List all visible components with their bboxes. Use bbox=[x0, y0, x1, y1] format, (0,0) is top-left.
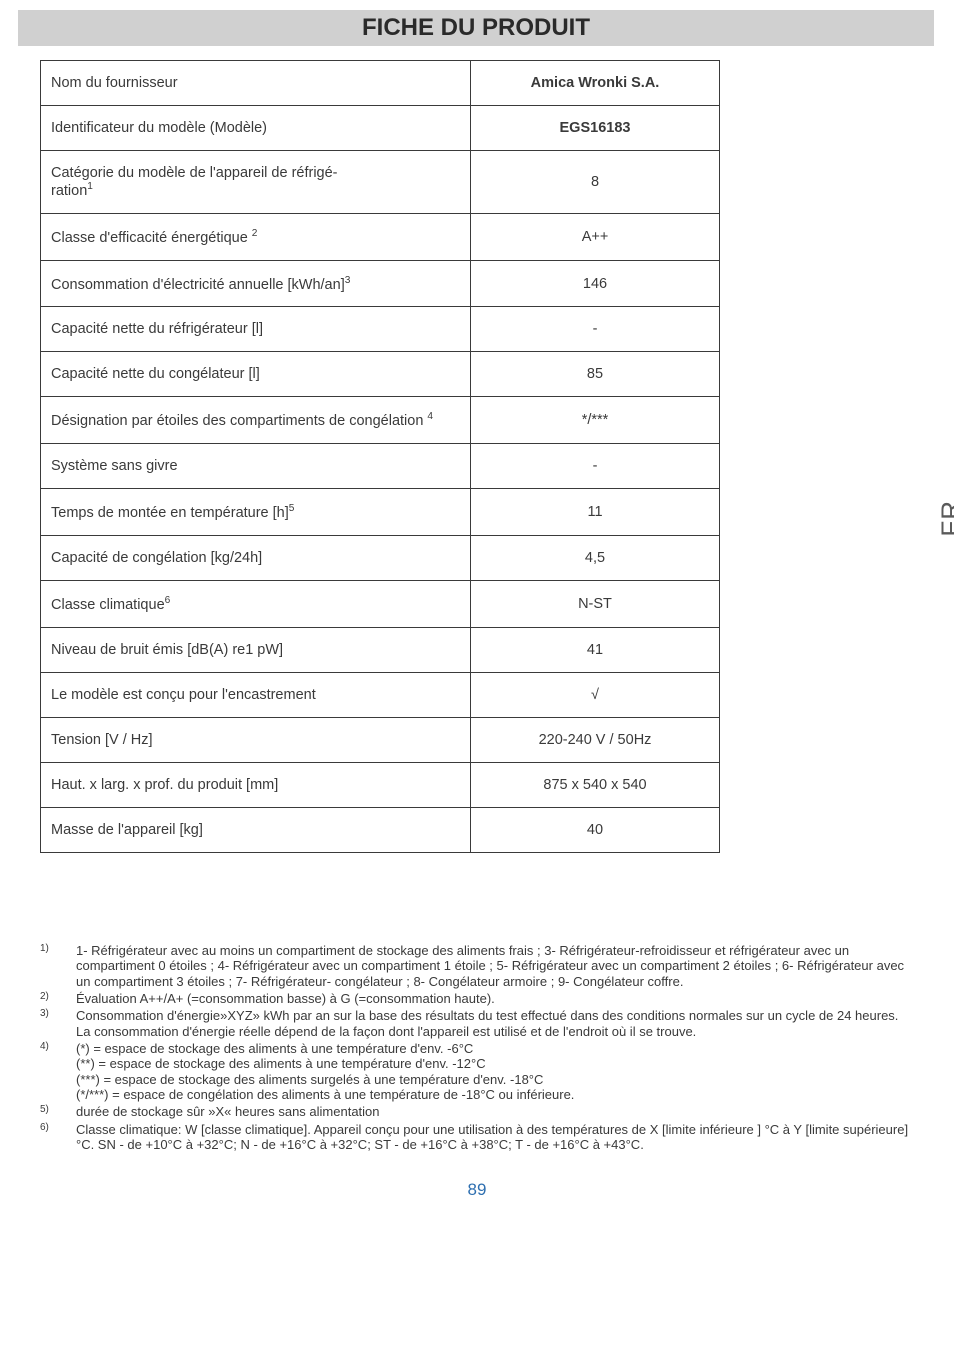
row-label: Le modèle est conçu pour l'encastrement bbox=[41, 672, 471, 717]
row-value: - bbox=[471, 444, 720, 489]
footnote-text: Évaluation A++/A+ (=consommation basse) … bbox=[76, 991, 495, 1006]
table-row: Classe d'efficacité énergétique 2A++ bbox=[41, 213, 720, 260]
row-label: Système sans givre bbox=[41, 444, 471, 489]
row-value: - bbox=[471, 307, 720, 352]
row-label: Désignation par étoiles des compartiment… bbox=[41, 397, 471, 444]
row-value: N-ST bbox=[471, 581, 720, 628]
row-value: 40 bbox=[471, 807, 720, 852]
row-value: 85 bbox=[471, 352, 720, 397]
footnote-number: 3) bbox=[40, 1008, 49, 1020]
footnote-number: 6) bbox=[40, 1122, 49, 1134]
row-value: 4,5 bbox=[471, 536, 720, 581]
footnote-ref: 4 bbox=[427, 411, 433, 422]
table-row: Catégorie du modèle de l'appareil de réf… bbox=[41, 151, 720, 214]
row-label: Nom du fournisseur bbox=[41, 61, 471, 106]
row-label: Capacité nette du congélateur [l] bbox=[41, 352, 471, 397]
spec-table-body: Nom du fournisseurAmica Wronki S.A.Ident… bbox=[41, 61, 720, 853]
footnote-item: 2) Évaluation A++/A+ (=consommation basse… bbox=[40, 991, 914, 1006]
row-label: Temps de montée en température [h]5 bbox=[41, 489, 471, 536]
table-row: Le modèle est conçu pour l'encastrement√ bbox=[41, 672, 720, 717]
row-label: Capacité de congélation [kg/24h] bbox=[41, 536, 471, 581]
page-title: FICHE DU PRODUIT bbox=[18, 10, 934, 46]
footnote-number: 5) bbox=[40, 1104, 49, 1116]
footnote-text: (*) = espace de stockage des aliments à … bbox=[76, 1041, 574, 1102]
footnote-item: 1) 1- Réfrigérateur avec au moins un comp… bbox=[40, 943, 914, 989]
row-value: √ bbox=[471, 672, 720, 717]
row-value: Amica Wronki S.A. bbox=[471, 61, 720, 106]
footnote-number: 2) bbox=[40, 991, 49, 1003]
row-label: Identificateur du modèle (Modèle) bbox=[41, 106, 471, 151]
table-row: Classe climatique6N-ST bbox=[41, 581, 720, 628]
footnote-number: 1) bbox=[40, 943, 49, 955]
footnote-ref: 5 bbox=[289, 503, 295, 514]
footnotes-list: 1) 1- Réfrigérateur avec au moins un comp… bbox=[40, 943, 914, 1152]
row-label: Catégorie du modèle de l'appareil de réf… bbox=[41, 151, 471, 214]
table-row: Niveau de bruit émis [dB(A) re1 pW]41 bbox=[41, 627, 720, 672]
row-label: Consommation d'électricité annuelle [kWh… bbox=[41, 260, 471, 307]
table-row: Capacité nette du réfrigérateur [l]- bbox=[41, 307, 720, 352]
footnote-ref: 1 bbox=[87, 181, 93, 192]
table-row: Tension [V / Hz]220-240 V / 50Hz bbox=[41, 717, 720, 762]
row-value: */*** bbox=[471, 397, 720, 444]
page: FICHE DU PRODUIT Nom du fournisseurAmica… bbox=[0, 0, 954, 1354]
footnote-item: 5) durée de stockage sûr »X« heures sans … bbox=[40, 1104, 914, 1119]
table-row: Temps de montée en température [h]511 bbox=[41, 489, 720, 536]
table-row: Capacité nette du congélateur [l]85 bbox=[41, 352, 720, 397]
row-label: Tension [V / Hz] bbox=[41, 717, 471, 762]
page-number: 89 bbox=[40, 1180, 914, 1200]
row-label: Capacité nette du réfrigérateur [l] bbox=[41, 307, 471, 352]
table-row: Masse de l'appareil [kg]40 bbox=[41, 807, 720, 852]
spec-table: Nom du fournisseurAmica Wronki S.A.Ident… bbox=[40, 60, 720, 853]
row-label: Classe d'efficacité énergétique 2 bbox=[41, 213, 471, 260]
table-row: Système sans givre- bbox=[41, 444, 720, 489]
footnote-ref: 3 bbox=[345, 275, 351, 286]
footnote-item: 3) Consommation d'énergie»XYZ» kWh par an… bbox=[40, 1008, 914, 1039]
table-row: Haut. x larg. x prof. du produit [mm]875… bbox=[41, 762, 720, 807]
table-row: Consommation d'électricité annuelle [kWh… bbox=[41, 260, 720, 307]
language-tab: FR bbox=[936, 500, 954, 537]
row-label: Niveau de bruit émis [dB(A) re1 pW] bbox=[41, 627, 471, 672]
table-row: Désignation par étoiles des compartiment… bbox=[41, 397, 720, 444]
footnote-item: 6) Classe climatique: W [classe climatiqu… bbox=[40, 1122, 914, 1153]
footnote-ref: 2 bbox=[252, 228, 258, 239]
table-row: Nom du fournisseurAmica Wronki S.A. bbox=[41, 61, 720, 106]
footnote-number: 4) bbox=[40, 1041, 49, 1053]
row-label: Masse de l'appareil [kg] bbox=[41, 807, 471, 852]
row-label: Haut. x larg. x prof. du produit [mm] bbox=[41, 762, 471, 807]
row-value: 146 bbox=[471, 260, 720, 307]
row-value: A++ bbox=[471, 213, 720, 260]
footnote-text: 1- Réfrigérateur avec au moins un compar… bbox=[76, 943, 904, 989]
table-row: Capacité de congélation [kg/24h]4,5 bbox=[41, 536, 720, 581]
row-value: 8 bbox=[471, 151, 720, 214]
row-label: Classe climatique6 bbox=[41, 581, 471, 628]
footnote-text: Consommation d'énergie»XYZ» kWh par an s… bbox=[76, 1008, 898, 1038]
row-value: 41 bbox=[471, 627, 720, 672]
row-value: 11 bbox=[471, 489, 720, 536]
row-value: 875 x 540 x 540 bbox=[471, 762, 720, 807]
footnote-ref: 6 bbox=[165, 595, 171, 606]
row-value: 220-240 V / 50Hz bbox=[471, 717, 720, 762]
row-value: EGS16183 bbox=[471, 106, 720, 151]
table-row: Identificateur du modèle (Modèle)EGS1618… bbox=[41, 106, 720, 151]
footnote-item: 4) (*) = espace de stockage des aliments … bbox=[40, 1041, 914, 1102]
footnote-text: Classe climatique: W [classe climatique]… bbox=[76, 1122, 908, 1152]
footnote-text: durée de stockage sûr »X« heures sans al… bbox=[76, 1104, 380, 1119]
